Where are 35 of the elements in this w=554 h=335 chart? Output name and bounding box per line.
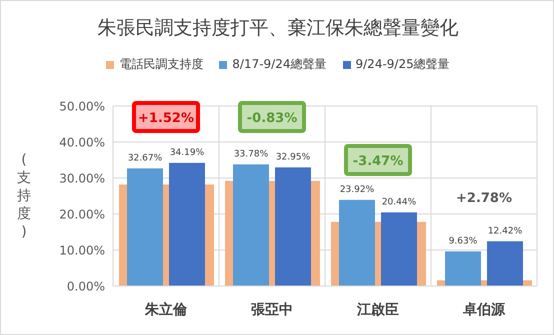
annotation: -0.83% (246, 111, 298, 126)
x-tick-label: 朱立倫 (144, 300, 188, 318)
data-label: 33.78% (234, 149, 269, 160)
annotation: +2.78% (456, 191, 512, 206)
y-axis-title: (支持度) (16, 151, 32, 241)
chart-title: 朱張民調支持度打平、棄江保朱總聲量變化 (96, 16, 460, 41)
bar (445, 251, 481, 286)
annotation: +1.52% (138, 111, 194, 126)
legend-label: 8/17-9/24總聲量 (231, 56, 326, 73)
y-tick-label: 50.00% (59, 99, 105, 114)
bar (381, 212, 417, 286)
bar (275, 167, 311, 286)
bar (127, 168, 163, 286)
bar (487, 241, 523, 286)
bar (169, 162, 205, 286)
y-tick-label: 10.00% (59, 243, 105, 258)
y-tick-label: 0.00% (66, 279, 105, 294)
legend-label: 9/24-9/25總聲量 (354, 56, 450, 73)
y-tick-label: 30.00% (59, 171, 105, 186)
x-tick-label: 張亞中 (251, 302, 293, 318)
data-label: 32.95% (276, 152, 311, 162)
data-label: 34.19% (170, 148, 205, 158)
bar (339, 200, 375, 286)
legend-label: 電話民調支持度 (118, 56, 204, 73)
y-tick-label: 20.00% (59, 207, 105, 222)
data-label: 9.63% (448, 236, 478, 246)
annotation: -3.47% (352, 154, 404, 169)
data-label: 12.42% (488, 226, 523, 236)
x-tick-label: 江啟臣 (356, 302, 399, 318)
y-tick-label: 40.00% (59, 135, 105, 150)
data-label: 20.44% (382, 197, 417, 208)
x-tick-label: 卓伯源 (462, 302, 506, 318)
data-label: 23.92% (340, 184, 375, 195)
bar (233, 164, 269, 286)
data-label: 32.67% (128, 153, 163, 164)
